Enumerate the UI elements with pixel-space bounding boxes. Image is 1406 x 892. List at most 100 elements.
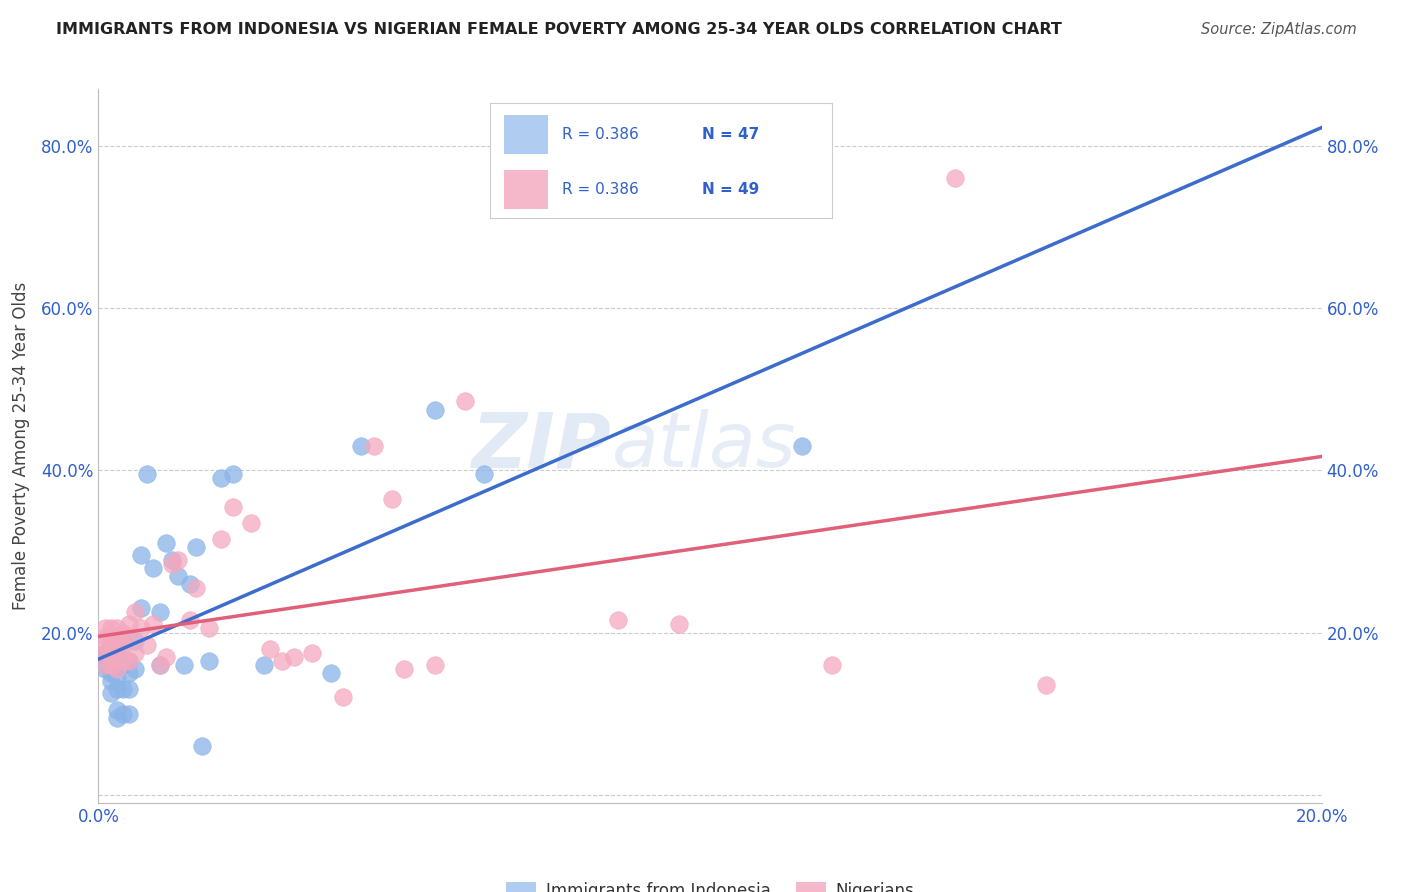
Point xyxy=(100,666,122,681)
Point xyxy=(943,171,966,186)
Point xyxy=(118,654,141,668)
Point xyxy=(105,702,128,716)
Point xyxy=(105,657,128,672)
Point xyxy=(100,686,122,700)
Point xyxy=(93,657,115,672)
Point xyxy=(129,549,152,563)
Point xyxy=(332,690,354,705)
Point xyxy=(93,630,115,644)
Point xyxy=(124,633,146,648)
Point xyxy=(118,617,141,632)
Point xyxy=(124,662,146,676)
Point xyxy=(129,601,152,615)
Point xyxy=(197,622,219,636)
Point xyxy=(124,646,146,660)
Point xyxy=(167,568,190,582)
Point xyxy=(136,638,159,652)
Point xyxy=(423,657,446,672)
Point xyxy=(93,657,115,672)
Point xyxy=(363,439,385,453)
Point xyxy=(93,638,115,652)
Point xyxy=(222,500,245,514)
Text: ZIP: ZIP xyxy=(472,409,612,483)
Point xyxy=(105,630,128,644)
Point xyxy=(155,649,177,664)
Point xyxy=(118,630,141,644)
Point xyxy=(111,706,134,721)
Point xyxy=(1035,678,1057,692)
Point xyxy=(118,666,141,681)
Point xyxy=(668,617,690,632)
Point xyxy=(105,646,128,660)
Point xyxy=(381,491,404,506)
Point xyxy=(821,657,844,672)
Point xyxy=(319,666,342,681)
Point xyxy=(136,467,159,482)
Point xyxy=(149,605,172,619)
Point xyxy=(111,638,134,652)
Point xyxy=(111,633,134,648)
Point xyxy=(160,557,183,571)
Point xyxy=(283,649,305,664)
Point xyxy=(100,674,122,689)
Point xyxy=(105,662,128,676)
Point xyxy=(472,467,495,482)
Point xyxy=(186,581,208,595)
Point xyxy=(105,682,128,697)
Point xyxy=(93,649,115,664)
Point xyxy=(790,439,813,453)
Point xyxy=(100,646,122,660)
Point xyxy=(93,662,115,676)
Point xyxy=(93,622,115,636)
Point xyxy=(105,670,128,684)
Point xyxy=(179,577,201,591)
Point xyxy=(111,682,134,697)
Point xyxy=(105,711,128,725)
Point xyxy=(186,541,208,555)
Point xyxy=(209,471,232,485)
Point xyxy=(423,402,446,417)
Point xyxy=(173,657,195,672)
Point xyxy=(392,662,416,676)
Point xyxy=(155,536,177,550)
Point xyxy=(93,646,115,660)
Point xyxy=(118,654,141,668)
Point xyxy=(111,625,134,640)
Point xyxy=(93,646,115,660)
Point xyxy=(142,617,165,632)
Point xyxy=(252,657,274,672)
Point xyxy=(191,739,214,753)
Legend: Immigrants from Indonesia, Nigerians: Immigrants from Indonesia, Nigerians xyxy=(499,875,921,892)
Point xyxy=(149,657,172,672)
Point xyxy=(301,646,323,660)
Point xyxy=(222,467,245,482)
Point xyxy=(118,706,141,721)
Text: IMMIGRANTS FROM INDONESIA VS NIGERIAN FEMALE POVERTY AMONG 25-34 YEAR OLDS CORRE: IMMIGRANTS FROM INDONESIA VS NIGERIAN FE… xyxy=(56,22,1062,37)
Point xyxy=(100,657,122,672)
Point xyxy=(100,622,122,636)
Point xyxy=(270,654,292,668)
Text: atlas: atlas xyxy=(612,409,797,483)
Point xyxy=(209,533,232,547)
Point xyxy=(111,657,134,672)
Y-axis label: Female Poverty Among 25-34 Year Olds: Female Poverty Among 25-34 Year Olds xyxy=(11,282,30,610)
Point xyxy=(118,682,141,697)
Point xyxy=(100,633,122,648)
Point xyxy=(142,560,165,574)
Point xyxy=(167,552,190,566)
Point xyxy=(179,613,201,627)
Point xyxy=(111,654,134,668)
Point xyxy=(105,646,128,660)
Point xyxy=(607,613,630,627)
Point xyxy=(259,641,281,656)
Point xyxy=(197,654,219,668)
Point xyxy=(124,605,146,619)
Point xyxy=(100,649,122,664)
Point xyxy=(100,654,122,668)
Text: Source: ZipAtlas.com: Source: ZipAtlas.com xyxy=(1201,22,1357,37)
Point xyxy=(350,439,373,453)
Point xyxy=(129,622,152,636)
Point xyxy=(149,657,172,672)
Point xyxy=(240,516,263,530)
Point xyxy=(105,622,128,636)
